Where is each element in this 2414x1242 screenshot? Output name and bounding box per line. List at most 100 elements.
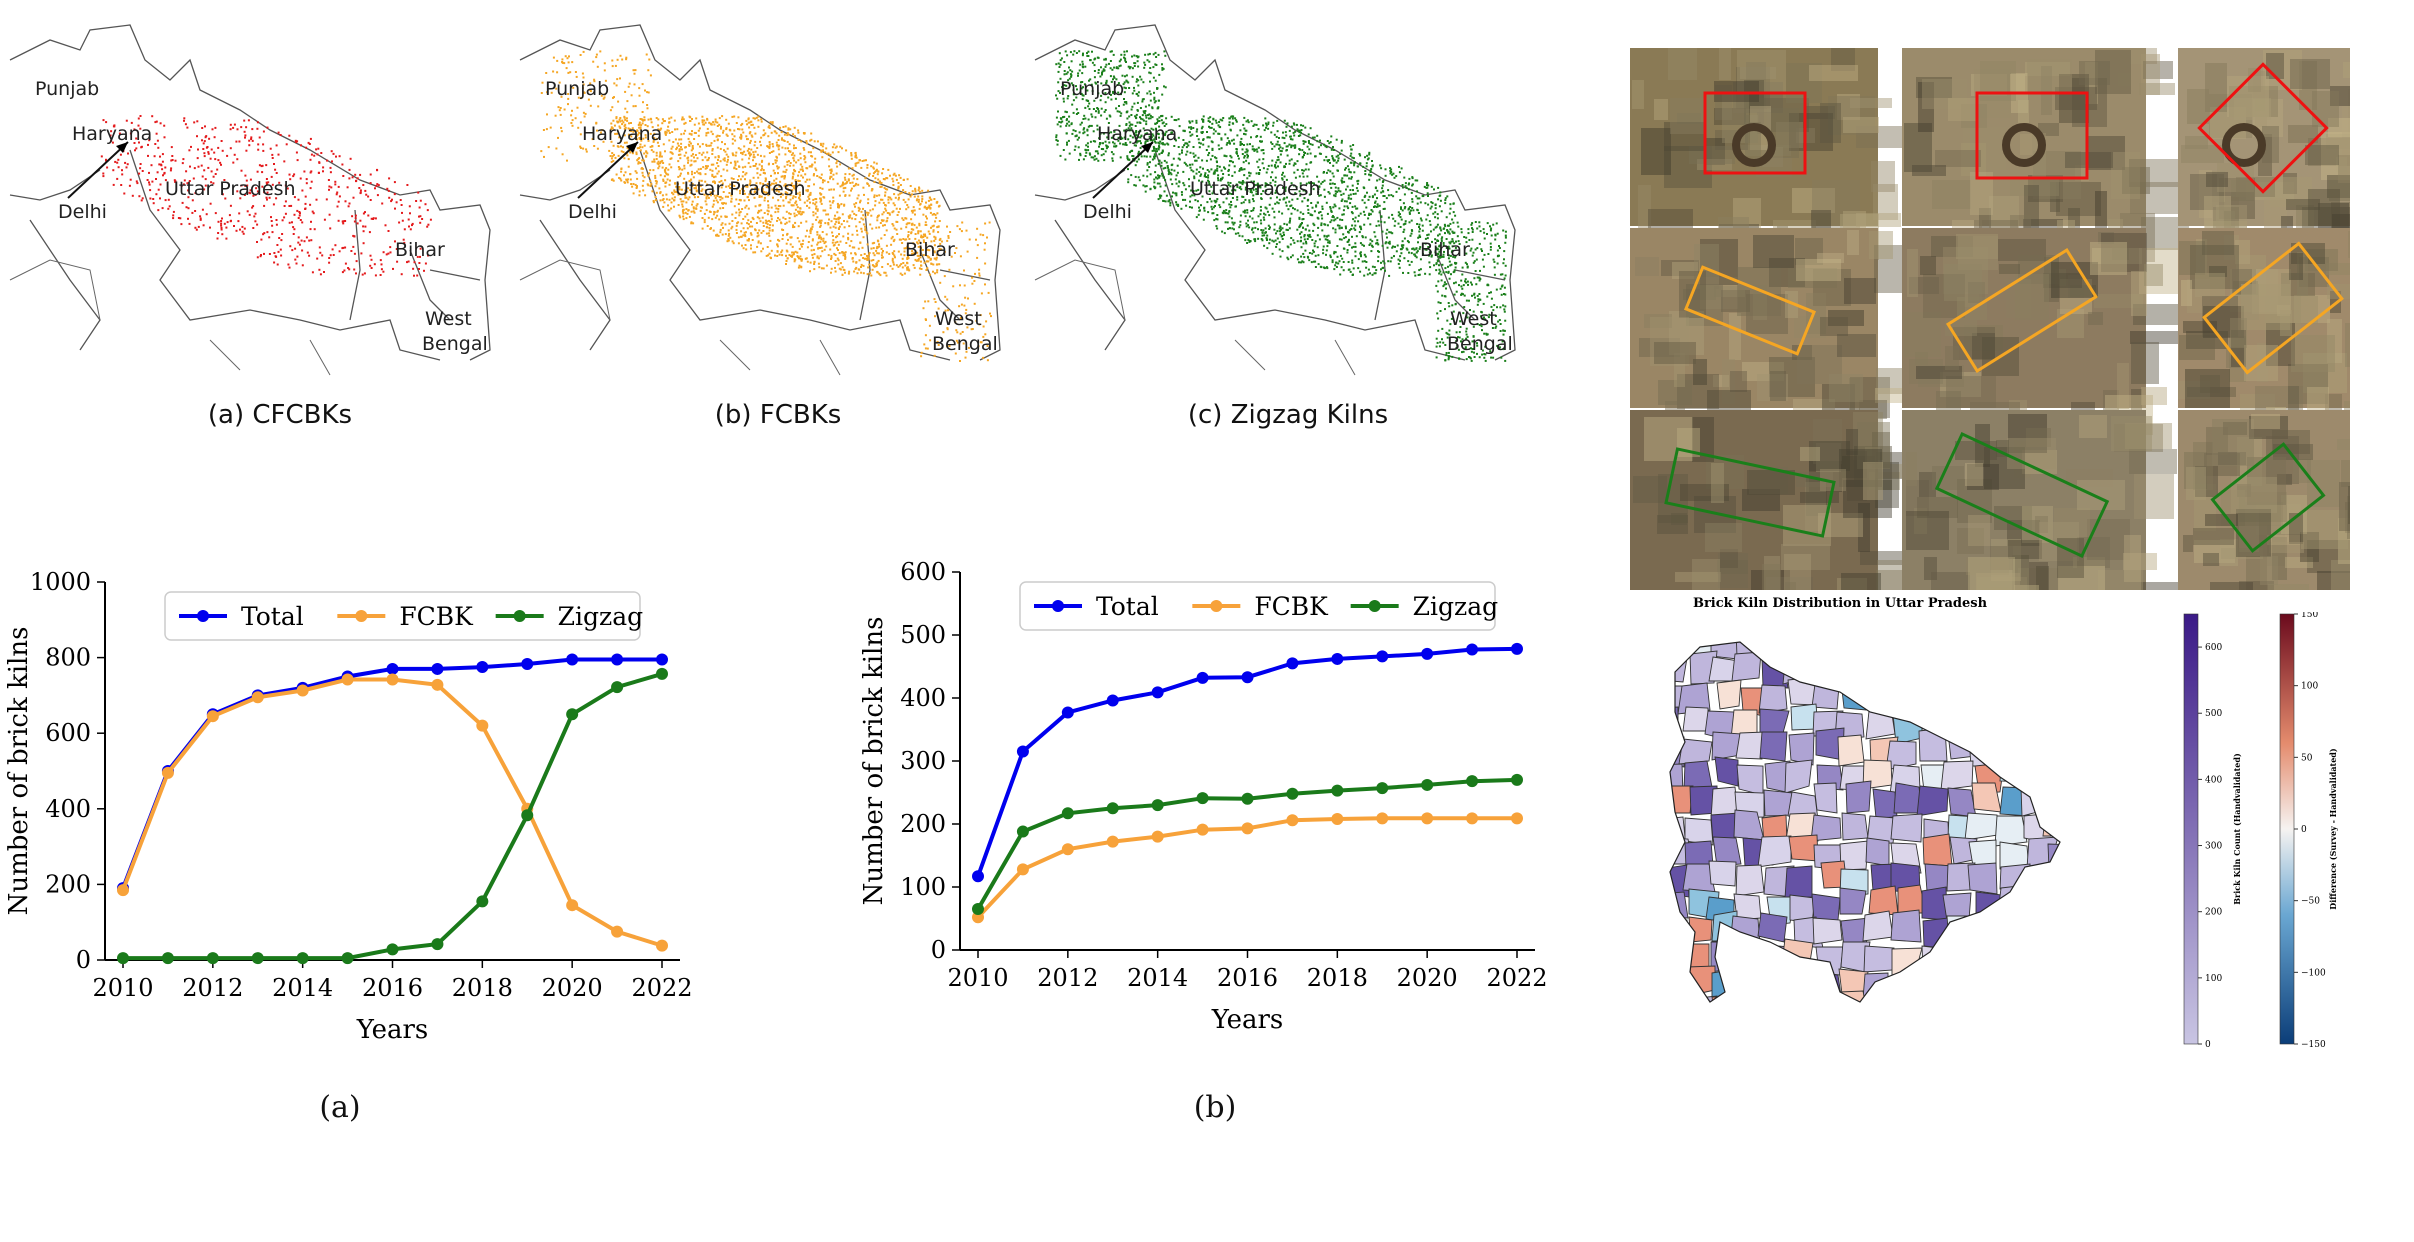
kiln-dot: [418, 262, 421, 264]
kiln-dot: [1343, 247, 1346, 250]
kiln-dot: [1250, 136, 1252, 139]
kiln-dot: [1434, 211, 1437, 214]
kiln-dot: [310, 170, 313, 173]
kiln-dot: [711, 205, 714, 208]
kiln-dot: [798, 196, 800, 199]
kiln-dot: [897, 187, 900, 190]
kiln-dot: [751, 225, 754, 228]
kiln-dot: [1247, 155, 1249, 157]
kiln-dot: [1213, 170, 1216, 173]
kiln-dot: [1365, 261, 1368, 263]
kiln-dot: [882, 211, 885, 214]
kiln-dot: [818, 219, 821, 222]
kiln-dot: [1159, 196, 1162, 199]
kiln-dot: [252, 194, 255, 197]
kiln-dot: [666, 178, 669, 181]
kiln-dot: [748, 199, 750, 202]
kiln-dot: [882, 224, 884, 227]
kiln-dot: [1212, 190, 1215, 193]
kiln-dot: [220, 220, 223, 222]
kiln-dot: [828, 218, 830, 221]
kiln-dot: [663, 201, 666, 204]
kiln-dot: [674, 128, 676, 131]
kiln-dot: [161, 207, 164, 210]
kiln-dot: [335, 155, 337, 158]
kiln-dot: [418, 215, 420, 218]
kiln-dot: [868, 184, 871, 187]
kiln-dot: [1182, 182, 1185, 185]
kiln-dot: [223, 179, 226, 181]
kiln-dot: [1160, 161, 1163, 164]
kiln-dot: [1436, 217, 1439, 220]
kiln-dot: [989, 312, 991, 315]
kiln-dot: [714, 120, 717, 123]
kiln-dot: [740, 124, 743, 127]
kiln-dot: [1361, 199, 1364, 202]
kiln-dot: [1212, 117, 1215, 120]
kiln-dot: [618, 125, 621, 128]
kiln-dot: [1329, 161, 1331, 164]
kiln-dot: [636, 147, 639, 150]
kiln-dot: [1211, 154, 1214, 157]
kiln-dot: [1411, 183, 1414, 186]
kiln-dot: [749, 182, 752, 185]
kiln-dot: [648, 172, 651, 175]
kiln-dot: [1224, 211, 1227, 214]
kiln-dot: [564, 55, 567, 58]
kiln-dot: [771, 182, 773, 185]
kiln-dot: [1371, 240, 1374, 243]
kiln-dot: [959, 332, 962, 335]
kiln-dot: [980, 292, 983, 295]
kiln-dot: [871, 188, 874, 190]
kiln-dot: [757, 211, 759, 214]
kiln-dot: [406, 261, 408, 264]
kiln-dot: [545, 128, 548, 131]
kiln-dot: [661, 122, 664, 125]
kiln-dot: [1134, 184, 1137, 187]
kiln-dot: [1285, 204, 1288, 207]
kiln-dot: [792, 152, 794, 155]
kiln-dot: [929, 258, 932, 261]
kiln-dot: [364, 189, 367, 192]
kiln-dot: [838, 233, 840, 236]
kiln-dot: [191, 211, 194, 214]
kiln-dot: [1130, 174, 1133, 177]
kiln-dot: [1387, 194, 1390, 197]
kiln-dot: [768, 126, 771, 129]
kiln-dot: [867, 211, 870, 214]
kiln-dot: [127, 152, 129, 155]
kiln-dot: [768, 234, 771, 237]
kiln-dot: [805, 257, 808, 260]
kiln-dot: [886, 188, 889, 191]
kiln-dot: [1371, 164, 1374, 167]
kiln-dot: [1325, 249, 1328, 252]
kiln-dot: [1332, 215, 1334, 218]
map-label: Bihar: [905, 239, 955, 261]
kiln-dot: [1195, 159, 1198, 162]
kiln-dot: [791, 175, 794, 178]
kiln-dot: [772, 145, 775, 148]
kiln-dot: [382, 251, 385, 254]
kiln-dot: [878, 245, 881, 248]
kiln-dot: [1272, 124, 1275, 127]
kiln-dot: [1157, 147, 1160, 150]
kiln-dot: [829, 207, 832, 210]
kiln-dot: [715, 167, 717, 170]
kiln-dot: [799, 207, 802, 210]
kiln-dot: [859, 199, 862, 202]
kiln-dot: [911, 190, 914, 193]
kiln-dot: [1245, 222, 1248, 225]
kiln-dot: [722, 226, 724, 229]
kiln-dot: [293, 196, 296, 199]
kiln-dot: [1278, 227, 1281, 230]
kiln-dot: [1264, 184, 1267, 187]
kiln-dot: [802, 169, 804, 172]
kiln-dot: [1329, 221, 1332, 224]
kiln-dot: [746, 185, 749, 188]
kiln-dot: [1254, 226, 1257, 229]
kiln-dot: [706, 159, 709, 162]
kiln-dot: [787, 127, 790, 130]
kiln-dot: [799, 255, 802, 258]
kiln-dot: [907, 268, 910, 271]
